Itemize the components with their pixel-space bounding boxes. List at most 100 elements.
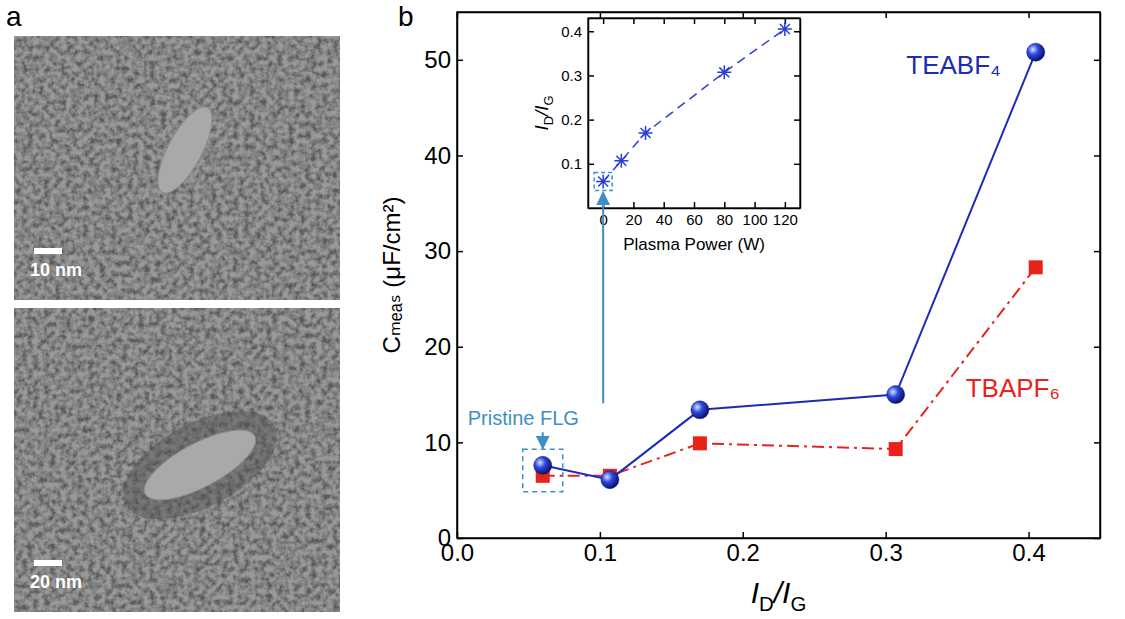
axis [458,12,1101,18]
tick-label: 0.2 [727,539,760,566]
scale-bar [34,560,62,566]
image-ground [14,308,340,612]
axis-line [800,19,802,209]
axis: 01020304050 [424,13,463,552]
tick: 80 [716,202,733,228]
tick: 20 [626,202,643,228]
marker [887,386,905,404]
tick-mark [588,119,594,121]
marker [691,401,709,419]
tick: 0.1 [561,155,594,172]
tick-mark [1094,346,1100,348]
axis-line [458,12,1101,14]
tick [1094,538,1100,539]
marker [693,436,707,450]
tick [1094,347,1100,348]
halo [106,388,294,541]
tick-mark [743,12,745,18]
highlight-box [523,449,563,492]
tick [794,31,800,32]
tick: 0.4 [1012,532,1045,566]
tem-image: 20 nm [14,308,340,612]
main-chart: 0.00.10.20.30.401020304050ID/IGCₘₑₐₛ (μF… [378,12,1101,615]
axis-line [458,538,1101,540]
axis: 0.10.20.30.4 [561,19,594,209]
tick: 20 [424,333,463,360]
tick-mark [794,164,800,166]
series-line [543,267,1036,475]
tick [724,18,725,24]
tick-mark [694,18,696,24]
tick-mark [457,155,463,157]
tick-mark [457,251,463,253]
marker [717,65,731,79]
marker [601,471,619,489]
plot-frame [457,12,1100,538]
tick [694,18,695,24]
subscript: D [541,116,556,125]
tick-label: 0.3 [561,67,582,84]
axis [794,19,801,209]
tick-mark [794,31,800,33]
inset-background [588,18,800,208]
tick-mark [1094,251,1100,253]
tick [664,18,665,24]
tick-mark [754,18,756,24]
tick-mark [663,18,665,24]
tick-label: 0.2 [561,111,582,128]
marker [534,456,552,474]
axis-title: ID/IG [531,95,556,130]
highlight-box [594,172,612,190]
axis-line [457,13,459,539]
hole [135,416,265,513]
scale-bar-label: 10 nm [30,260,82,280]
tick-label: 0.4 [1012,539,1045,566]
marker [778,22,792,36]
tick-mark [885,532,887,538]
tick [794,120,800,121]
inset-chart: 0204060801001200.10.20.30.4Plasma Power … [531,18,801,254]
tick: 10 [424,429,463,456]
arrow [602,192,604,403]
tem-image: 10 nm [14,36,340,300]
tick-mark [457,60,463,62]
marker [1027,43,1045,61]
tick: 100 [743,202,768,228]
tick [1094,251,1100,252]
annotation-label: Pristine FLG [468,407,579,429]
axis-line [1100,13,1102,539]
tick-mark [694,202,696,208]
subscript: D [759,593,774,615]
tick-label: 60 [686,211,703,228]
tick [603,18,604,24]
tick: 0.2 [561,111,594,128]
tick-mark [457,346,463,348]
tick: 0.3 [561,67,594,84]
axis-title: Plasma Power (W) [623,235,765,254]
tick-mark [754,202,756,208]
tick [794,75,800,76]
series-label: TEABF₄ [906,50,1000,80]
tick [794,164,800,165]
marker [639,126,653,140]
text-part: I [751,576,759,609]
marker [889,442,903,456]
tick-mark [600,12,602,18]
tick-mark [1094,155,1100,157]
tick-mark [457,442,463,444]
hole [147,100,222,201]
tick-mark [588,31,594,33]
tick-mark [633,18,635,24]
series-label: TBAPF₆ [966,373,1060,403]
scale-bar [34,248,62,254]
tick-label: 50 [424,46,451,73]
tick-label: 0.1 [584,539,617,566]
tick: 0.2 [727,532,760,566]
tick-label: 120 [773,211,798,228]
axis-line [588,19,590,209]
tick-mark [743,532,745,538]
tick: 40 [656,202,673,228]
marker [614,154,628,168]
tick-mark [457,538,463,540]
tick [1094,442,1100,443]
